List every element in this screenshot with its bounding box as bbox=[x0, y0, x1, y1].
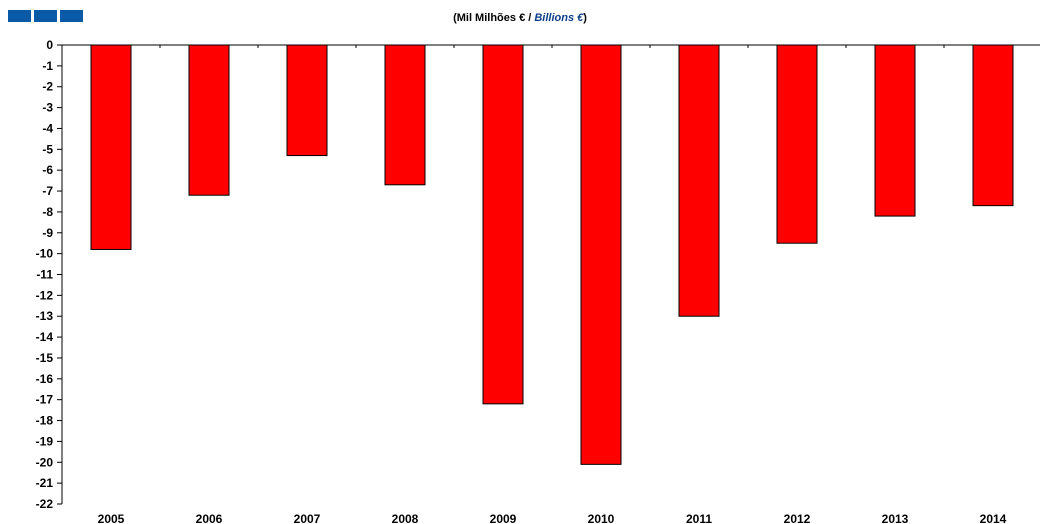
logo-segment bbox=[8, 10, 31, 22]
y-tick-label: -12 bbox=[36, 288, 54, 302]
bar-2007 bbox=[286, 44, 328, 157]
y-tick-label: -14 bbox=[36, 330, 54, 344]
x-tick-label: 2007 bbox=[294, 512, 321, 524]
y-tick-label: -18 bbox=[36, 414, 54, 428]
y-tick-label: -9 bbox=[42, 226, 53, 240]
chart-title: (Mil Milhões € / Billions €) bbox=[0, 12, 1040, 24]
bar-2010 bbox=[580, 44, 622, 465]
x-tick-label: 2006 bbox=[196, 512, 223, 524]
y-tick-label: -22 bbox=[36, 497, 54, 511]
y-tick-label: -10 bbox=[36, 247, 54, 261]
bar-2013 bbox=[874, 44, 916, 217]
y-tick-label: -7 bbox=[42, 184, 53, 198]
bar-2008 bbox=[384, 44, 426, 186]
logo bbox=[8, 10, 83, 22]
bar-2011 bbox=[678, 44, 720, 317]
y-tick-label: -16 bbox=[36, 372, 54, 386]
y-tick-label: -2 bbox=[42, 80, 53, 94]
y-tick-label: -17 bbox=[36, 393, 54, 407]
y-tick-label: -21 bbox=[36, 476, 54, 490]
x-tick-label: 2014 bbox=[980, 512, 1007, 524]
x-tick-label: 2010 bbox=[588, 512, 615, 524]
y-tick-label: 0 bbox=[46, 38, 53, 52]
logo-segment bbox=[34, 10, 57, 22]
bar-2006 bbox=[188, 44, 230, 196]
bar-2014 bbox=[972, 44, 1014, 207]
bar-2005 bbox=[90, 44, 132, 250]
x-tick-label: 2013 bbox=[882, 512, 909, 524]
y-tick-label: -5 bbox=[42, 142, 53, 156]
y-tick-label: -20 bbox=[36, 455, 54, 469]
chart-title-suffix: ) bbox=[583, 12, 587, 24]
y-tick-label: -11 bbox=[36, 268, 53, 282]
x-tick-label: 2008 bbox=[392, 512, 419, 524]
y-tick-label: -15 bbox=[36, 351, 54, 365]
x-tick-label: 2009 bbox=[490, 512, 517, 524]
y-tick-label: -4 bbox=[42, 121, 53, 135]
logo-segment bbox=[60, 10, 83, 22]
chart-title-emphasis: Billions € bbox=[534, 12, 584, 24]
x-tick-label: 2005 bbox=[98, 512, 125, 524]
y-tick-label: -19 bbox=[36, 434, 54, 448]
x-tick-label: 2012 bbox=[784, 512, 811, 524]
bar-2012 bbox=[776, 44, 818, 244]
y-tick-label: -3 bbox=[42, 101, 53, 115]
y-tick-label: -1 bbox=[42, 59, 53, 73]
chart-title-prefix: (Mil Milhões € / bbox=[453, 12, 535, 24]
y-tick-label: -8 bbox=[42, 205, 53, 219]
y-tick-label: -13 bbox=[36, 309, 54, 323]
y-tick-label: -6 bbox=[42, 163, 53, 177]
x-tick-label: 2011 bbox=[686, 512, 712, 524]
bar-2009 bbox=[482, 44, 524, 405]
